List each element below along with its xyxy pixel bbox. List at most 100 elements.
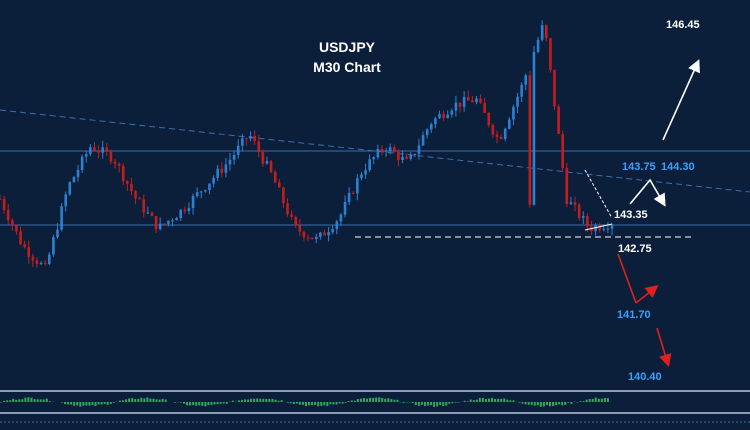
osc-bar	[332, 402, 335, 405]
candle-body	[68, 182, 72, 195]
osc-bar	[545, 402, 548, 406]
candle-body	[479, 98, 482, 103]
candle-body	[294, 216, 298, 226]
osc-bar	[286, 402, 289, 403]
candle-body	[23, 244, 26, 248]
osc-bar	[131, 398, 134, 402]
candle-body	[586, 216, 589, 227]
osc-bar	[64, 402, 67, 405]
osc-bar	[530, 402, 533, 405]
osc-bar	[201, 402, 204, 406]
osc-bar	[79, 402, 82, 407]
osc-bar	[265, 398, 268, 402]
osc-bar	[158, 399, 161, 402]
arrow-down-1	[617, 253, 637, 304]
osc-bar	[512, 400, 515, 402]
osc-bar	[378, 397, 381, 402]
candle-body	[216, 168, 219, 178]
candle-body	[458, 102, 462, 107]
candle-body	[372, 157, 376, 160]
candle-body	[183, 209, 187, 212]
osc-bar	[387, 398, 390, 402]
osc-bar	[582, 401, 585, 402]
candle-body	[130, 183, 133, 192]
osc-bar	[277, 400, 280, 402]
candle-body	[536, 39, 540, 52]
osc-bar	[311, 402, 314, 406]
osc-bar	[414, 402, 417, 405]
candle-body	[2, 198, 6, 211]
osc-bar	[402, 402, 405, 403]
candle-body	[43, 263, 47, 265]
osc-bar	[67, 402, 70, 405]
candle-body	[512, 106, 515, 120]
candle-body	[146, 212, 150, 214]
candle-body	[84, 154, 88, 157]
osc-bar	[18, 399, 21, 402]
candle-body	[76, 169, 80, 177]
label-141-70: 141.70	[617, 309, 651, 321]
candle-body	[310, 237, 314, 240]
osc-bar	[262, 398, 265, 402]
osc-bar	[576, 402, 579, 403]
candle-body	[417, 145, 421, 154]
candle-body	[278, 182, 281, 188]
osc-bar	[335, 402, 338, 405]
candle-body	[113, 161, 117, 164]
osc-bar	[463, 400, 466, 402]
candle-body	[105, 147, 109, 152]
candle-body	[15, 225, 18, 232]
osc-bar	[472, 400, 475, 402]
osc-bar	[484, 399, 487, 402]
osc-bar	[396, 399, 399, 402]
label-140-40: 140.40	[628, 371, 662, 383]
osc-bar	[106, 402, 109, 405]
osc-bar	[329, 402, 332, 405]
osc-bar	[12, 398, 15, 402]
osc-bar	[36, 399, 39, 402]
osc-bar	[561, 402, 564, 406]
osc-bar	[362, 397, 365, 402]
osc-bar	[118, 400, 121, 402]
osc-bar	[39, 399, 42, 402]
osc-bar	[350, 400, 353, 402]
candle-body	[187, 207, 191, 212]
osc-bar	[231, 400, 234, 402]
osc-bar	[70, 402, 73, 405]
chart-title: USDJPY	[319, 39, 376, 55]
osc-bar	[423, 402, 426, 407]
candle-body	[314, 236, 318, 240]
label-144-30: 144.30	[661, 161, 695, 173]
oscillator-panel	[0, 390, 750, 430]
osc-bar	[45, 398, 48, 402]
osc-bar	[518, 402, 521, 403]
candle-body	[93, 147, 96, 151]
candle-body	[154, 216, 158, 230]
candle-body	[319, 232, 322, 237]
osc-bar	[475, 399, 478, 402]
candle-body	[224, 164, 228, 173]
candle-body	[35, 260, 39, 264]
candle-body	[499, 136, 503, 139]
osc-bar	[85, 402, 88, 406]
osc-bar	[567, 402, 570, 403]
candle-body	[351, 192, 355, 194]
osc-bar	[192, 402, 195, 406]
candle-body	[191, 195, 195, 208]
osc-bar	[478, 397, 481, 402]
osc-bar	[430, 402, 433, 406]
candle-body	[483, 102, 486, 113]
candle-body	[446, 114, 450, 118]
osc-bar	[100, 402, 103, 405]
osc-bar	[0, 402, 2, 403]
candle-body	[138, 198, 141, 200]
osc-bar	[295, 402, 298, 404]
osc-bar	[552, 402, 555, 406]
candle-body	[606, 228, 610, 230]
osc-bar	[48, 401, 51, 402]
candle-body	[602, 228, 606, 230]
osc-bar	[189, 402, 192, 406]
candle-body	[368, 159, 371, 171]
candle-body	[532, 51, 536, 205]
